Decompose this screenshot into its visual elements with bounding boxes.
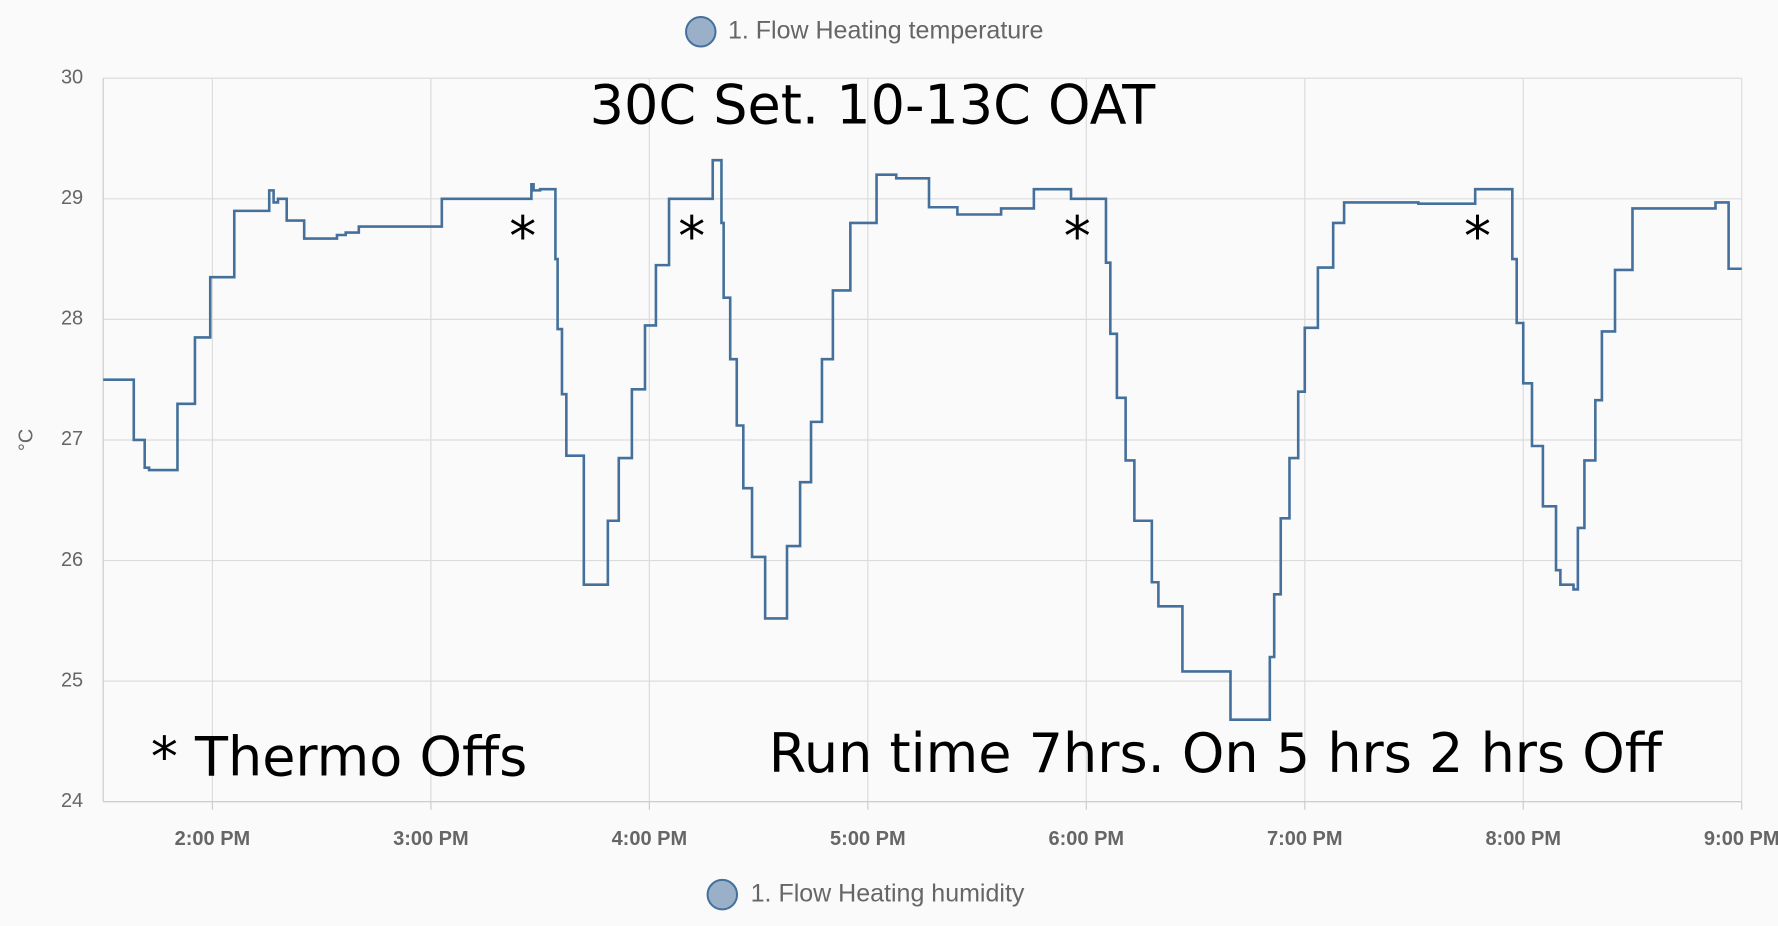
y-tick-label: 28: [61, 308, 83, 330]
annotation: *: [509, 205, 536, 268]
y-tick-label: 29: [61, 187, 83, 209]
annotation: *: [678, 205, 705, 268]
y-tick-label: 27: [61, 428, 83, 450]
x-tick-label: 9:00 PM: [1704, 828, 1778, 850]
x-tick-label: 4:00 PM: [612, 828, 688, 850]
y-tick-label: 26: [61, 549, 83, 571]
x-tick-label: 6:00 PM: [1049, 828, 1125, 850]
legend-marker: [706, 878, 739, 911]
legend-label: 1. Flow Heating humidity: [751, 879, 1025, 907]
annotation: *: [1464, 205, 1491, 268]
x-tick-label: 5:00 PM: [830, 828, 906, 850]
annotation: *: [1064, 205, 1091, 268]
annotation: * Thermo Offs: [151, 726, 528, 789]
legend-label: 1. Flow Heating temperature: [728, 16, 1043, 44]
y-tick-label: 25: [61, 669, 83, 691]
x-tick-label: 3:00 PM: [393, 828, 469, 850]
legend-marker: [685, 16, 717, 48]
y-tick-label: 30: [61, 67, 83, 89]
x-tick-label: 7:00 PM: [1267, 828, 1343, 850]
y-tick-label: 24: [61, 790, 83, 812]
y-axis-label: °C: [15, 429, 37, 451]
x-tick-label: 8:00 PM: [1485, 828, 1561, 850]
annotation: Run time 7hrs. On 5 hrs 2 hrs Off: [769, 722, 1664, 785]
x-tick-label: 2:00 PM: [175, 828, 251, 850]
data-line: [103, 158, 1742, 721]
annotation: 30C Set. 10-13C OAT: [590, 73, 1157, 136]
